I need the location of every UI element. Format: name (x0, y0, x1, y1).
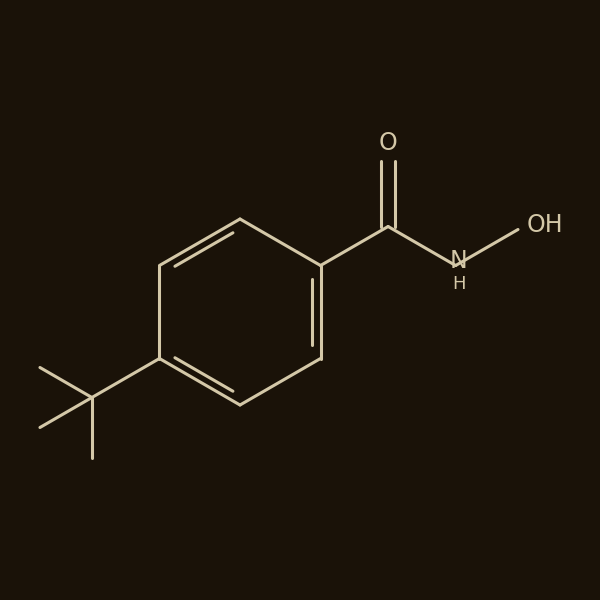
Text: H: H (452, 275, 466, 293)
Text: OH: OH (527, 213, 563, 237)
Text: N: N (450, 249, 467, 272)
Text: O: O (379, 130, 397, 154)
